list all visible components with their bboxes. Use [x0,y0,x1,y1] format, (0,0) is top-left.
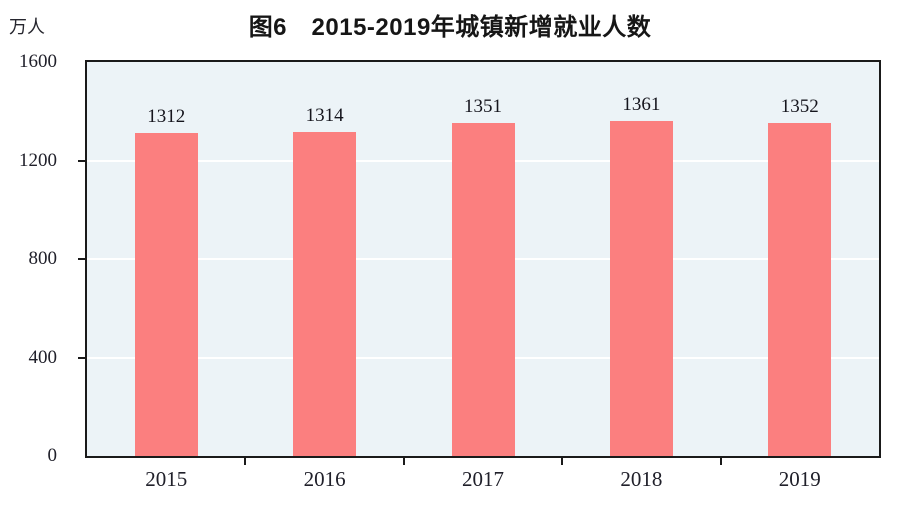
x-axis-tick [719,458,722,465]
bar [451,123,515,456]
plot-area [78,60,881,465]
y-tick-label: 1600 [19,51,57,72]
bar-value-label: 1352 [780,96,819,118]
y-tick-label: 400 [28,346,58,368]
bar-value-label: 1351 [464,96,502,118]
bar [609,120,673,456]
bar-value-label: 1314 [305,105,344,127]
y-tick-label: 1200 [19,149,57,171]
x-tick-label: 2017 [462,467,504,491]
y-axis-tick [78,356,85,359]
x-tick-label: 2015 [145,467,188,491]
x-axis-tick [244,458,247,465]
bar [768,123,832,456]
x-tick-label: 2019 [778,467,821,491]
bar-value-label: 1312 [147,105,186,127]
bar [134,132,198,456]
y-axis-tick [78,159,85,162]
bar-value-label: 1361 [622,93,661,115]
y-axis-tick [78,258,85,260]
x-tick-label: 2016 [303,467,346,491]
y-tick-label: 0 [47,445,58,466]
y-tick-label: 800 [28,248,58,269]
bar [293,132,357,456]
x-axis-tick [402,458,405,465]
y-axis-unit-label: 万人 [9,17,45,37]
x-axis-tick [561,458,564,465]
x-tick-label: 2018 [620,467,663,491]
chart-title: 图6 2015-2019年城镇新增就业人数 [248,14,652,41]
